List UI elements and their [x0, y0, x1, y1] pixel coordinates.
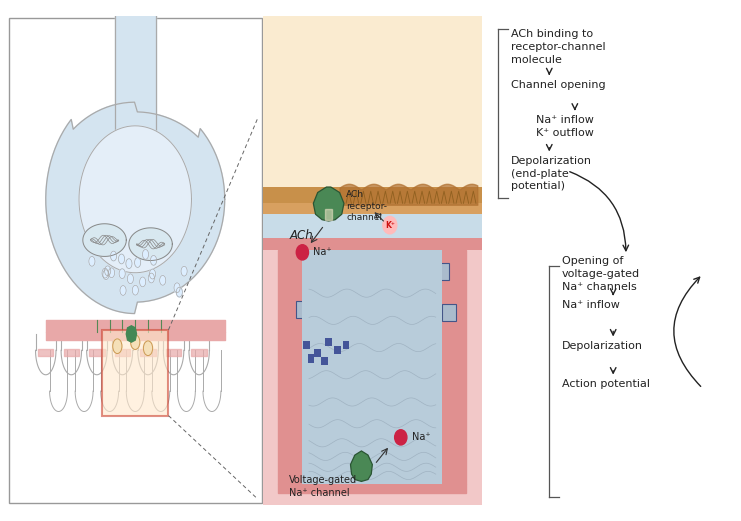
Bar [334, 346, 341, 354]
FancyBboxPatch shape [302, 250, 442, 483]
Text: K⁺: K⁺ [385, 220, 395, 230]
FancyBboxPatch shape [413, 284, 428, 302]
Circle shape [126, 259, 132, 268]
Polygon shape [46, 102, 225, 314]
Circle shape [395, 430, 407, 445]
Circle shape [127, 274, 133, 283]
Text: Na⁺: Na⁺ [313, 247, 332, 257]
Circle shape [119, 269, 125, 279]
Circle shape [181, 266, 187, 276]
Polygon shape [313, 187, 344, 221]
FancyBboxPatch shape [263, 214, 482, 239]
Circle shape [142, 250, 149, 259]
FancyBboxPatch shape [357, 304, 370, 320]
Circle shape [104, 266, 110, 276]
Polygon shape [83, 224, 126, 256]
Circle shape [133, 286, 139, 295]
Circle shape [89, 256, 95, 266]
Polygon shape [442, 250, 466, 483]
Circle shape [406, 276, 435, 311]
Circle shape [110, 251, 116, 261]
FancyBboxPatch shape [405, 306, 419, 324]
Text: Depolarization
(end-plate
potential): Depolarization (end-plate potential) [511, 156, 592, 191]
FancyBboxPatch shape [102, 330, 168, 416]
FancyBboxPatch shape [263, 16, 482, 505]
FancyBboxPatch shape [263, 187, 482, 203]
Circle shape [314, 270, 343, 305]
Text: Channel opening: Channel opening [511, 80, 605, 90]
Text: Na⁺ inflow
K⁺ outflow: Na⁺ inflow K⁺ outflow [536, 115, 594, 138]
Circle shape [119, 254, 124, 264]
FancyBboxPatch shape [263, 16, 482, 192]
Bar [343, 341, 350, 349]
Circle shape [150, 269, 156, 279]
Circle shape [397, 297, 426, 332]
Text: Na⁺ inflow: Na⁺ inflow [562, 300, 620, 310]
FancyBboxPatch shape [392, 257, 405, 275]
Polygon shape [325, 209, 332, 220]
Text: Depolarization: Depolarization [562, 341, 643, 351]
Bar [308, 354, 314, 363]
Circle shape [428, 254, 456, 289]
Circle shape [288, 292, 316, 327]
Circle shape [336, 243, 365, 278]
Circle shape [176, 287, 182, 297]
Circle shape [139, 277, 146, 287]
Text: Action potential: Action potential [562, 379, 650, 389]
FancyBboxPatch shape [263, 238, 482, 250]
Polygon shape [126, 326, 136, 342]
Text: ACh: ACh [289, 229, 313, 242]
Circle shape [102, 268, 108, 278]
FancyBboxPatch shape [263, 203, 482, 214]
Circle shape [144, 341, 153, 356]
Circle shape [159, 276, 166, 285]
FancyBboxPatch shape [9, 18, 262, 503]
Circle shape [362, 273, 391, 308]
Circle shape [108, 268, 115, 278]
Text: Opening of
voltage-gated
Na⁺ channels: Opening of voltage-gated Na⁺ channels [562, 256, 640, 292]
Polygon shape [279, 483, 466, 493]
Bar [314, 349, 321, 357]
Polygon shape [279, 250, 302, 483]
Text: ACh binding to
receptor-channel
molecule: ACh binding to receptor-channel molecule [511, 29, 605, 65]
Circle shape [150, 255, 156, 265]
Circle shape [350, 294, 378, 330]
Polygon shape [129, 228, 173, 260]
FancyBboxPatch shape [442, 304, 456, 320]
Polygon shape [79, 126, 191, 272]
Text: ACh
receptor-
channel: ACh receptor- channel [346, 191, 387, 221]
Circle shape [130, 335, 140, 350]
Circle shape [297, 248, 325, 283]
Polygon shape [350, 451, 372, 481]
Circle shape [135, 257, 141, 267]
Circle shape [296, 245, 308, 260]
Circle shape [113, 339, 122, 354]
FancyBboxPatch shape [436, 263, 449, 280]
FancyBboxPatch shape [296, 301, 309, 318]
Text: Na⁺: Na⁺ [412, 432, 431, 442]
Circle shape [103, 270, 109, 280]
FancyBboxPatch shape [322, 279, 336, 296]
Bar [321, 357, 328, 365]
FancyBboxPatch shape [305, 257, 318, 275]
FancyBboxPatch shape [344, 252, 357, 269]
Circle shape [148, 273, 154, 283]
Circle shape [174, 283, 180, 293]
Bar [304, 341, 310, 349]
FancyBboxPatch shape [370, 282, 384, 299]
Circle shape [383, 216, 397, 234]
Circle shape [435, 294, 463, 330]
Circle shape [385, 248, 413, 283]
Circle shape [120, 286, 126, 295]
Bar [325, 338, 332, 346]
Text: Voltage-gated
Na⁺ channel: Voltage-gated Na⁺ channel [289, 476, 357, 498]
